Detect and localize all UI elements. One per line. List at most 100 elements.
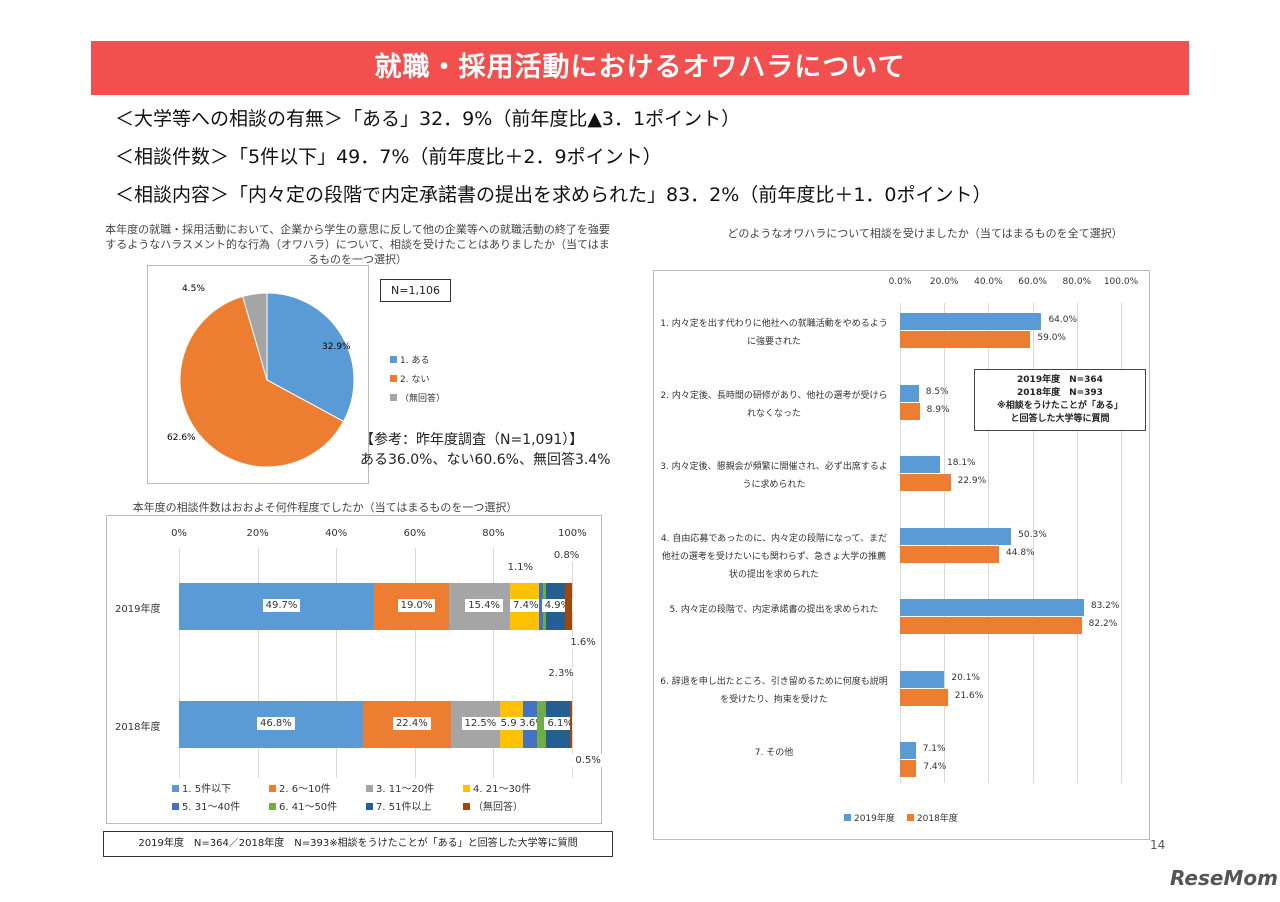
- legend-item: 7. 51件以上: [366, 799, 463, 817]
- legend-swatch: [269, 785, 276, 792]
- pie-chart: 32.9% 62.6% 4.5%: [167, 284, 355, 468]
- legend-label: （無回答）: [400, 394, 446, 404]
- gridline: [179, 548, 180, 778]
- category-label: 1. 内々定を出す代わりに他社への就職活動をやめるように強要された: [660, 319, 888, 347]
- legend-item: （無回答）: [463, 799, 560, 817]
- bar: [900, 599, 1084, 616]
- x-tick-label: 40.0%: [974, 277, 1003, 287]
- pie-data-label: 62.6%: [167, 433, 196, 443]
- gridline: [1121, 303, 1122, 783]
- sample-note-line: ※相談をうけたことが「ある」: [997, 401, 1123, 411]
- pie-legend: 1. ある 2. ない （無回答）: [390, 352, 445, 409]
- gridline: [336, 548, 338, 778]
- sample-note-line: 2019年度 N=364: [1017, 375, 1103, 385]
- bar: [900, 760, 917, 777]
- category-label: 2. 内々定後、長時間の研修があり、他社の選考が受けられなくなった: [660, 390, 888, 419]
- bar-data-label: 2.3%: [545, 667, 577, 680]
- pie-data-label: 4.5%: [182, 284, 205, 294]
- bar-data-label: 22.4%: [392, 717, 431, 730]
- bar-data-label: 19.0%: [397, 599, 436, 612]
- bar-data-label: 20.1%: [951, 672, 980, 683]
- legend-item: 3. 11～20件: [366, 781, 463, 799]
- sample-note-line: と回答した大学等に質問: [1010, 414, 1110, 424]
- legend-swatch: [172, 803, 179, 810]
- x-tick-label: 100%: [558, 528, 587, 539]
- bar-data-label: 0.8%: [550, 549, 583, 562]
- legend-label: 6. 41～50件: [279, 802, 338, 813]
- legend-label: 2. 6～10件: [279, 784, 331, 795]
- bar: [900, 456, 940, 473]
- bar: [900, 742, 916, 759]
- bar: [900, 474, 951, 491]
- legend-swatch: [366, 803, 373, 810]
- legend-label: （無回答）: [473, 802, 523, 813]
- hbar-question: どのようなオワハラについて相談を受けましたか（当てはまるものを全て選択）: [727, 227, 1123, 240]
- legend-swatch: [390, 394, 397, 401]
- legend-swatch: [269, 803, 276, 810]
- x-tick-label: 100.0%: [1103, 277, 1139, 287]
- bar-data-label: 18.1%: [947, 458, 976, 468]
- pie-legend-item: 1. ある: [390, 352, 445, 371]
- bar-data-label: 83.2%: [1090, 601, 1120, 611]
- legend-swatch: [390, 356, 397, 363]
- gridline: [1032, 303, 1034, 783]
- stacked-legend: 1. 5件以下 2. 6～10件 3. 11～20件 4. 21～30件 5. 31～4…: [172, 781, 592, 817]
- category-label: 2019年度: [115, 604, 161, 615]
- legend-swatch: [390, 375, 397, 382]
- legend-item: 2019年度: [844, 811, 895, 824]
- pie-n-label: N=1,106: [380, 279, 451, 302]
- resemom-logo: ReseMom: [1170, 866, 1278, 890]
- headline-count: ＜相談件数＞「5件以下」49．7%（前年度比＋2．9ポイント）: [115, 146, 662, 168]
- bar-data-label: 82.2%: [1088, 619, 1118, 629]
- x-tick-label: 60%: [403, 528, 426, 539]
- bar-segment: [537, 701, 547, 748]
- bar-data-label: 0.5%: [572, 754, 604, 767]
- legend-swatch: [463, 803, 470, 810]
- bar-data-label: 6.1%: [544, 717, 576, 730]
- legend-label: 1. 5件以下: [182, 784, 232, 795]
- stacked-bar-chart: 0% 20% 40% 60% 80% 100% 2019年度 49.7% 19.0% 15.4% 7…: [106, 515, 604, 824]
- bar: [900, 402, 920, 420]
- category-label: 2018年度: [115, 722, 161, 733]
- pie-slice: [179, 295, 345, 468]
- gridline: [572, 548, 573, 778]
- legend-item: 6. 41～50件: [269, 799, 366, 817]
- slide-title: 就職・採用活動におけるオワハラについて: [91, 41, 1189, 95]
- legend-label: 2018年度: [916, 814, 958, 824]
- stacked-footnote: 2019年度 N=364／2018年度 N=393※相談をうけたことが「ある」と…: [103, 831, 613, 857]
- legend-swatch: [844, 814, 851, 821]
- legend-swatch: [463, 785, 470, 792]
- bar-data-label: 44.8%: [1006, 547, 1035, 558]
- legend-swatch: [366, 785, 373, 792]
- bar-data-label: 8.5%: [925, 386, 949, 397]
- bar-data-label: 8.9%: [926, 404, 950, 415]
- x-tick-label: 20.0%: [929, 277, 959, 287]
- x-tick-label: 60.0%: [1018, 277, 1047, 287]
- pie-question: 本年度の就職・採用活動において、企業から学生の意思に反して他の企業等への就職活動…: [105, 223, 610, 266]
- bar-data-label: 46.8%: [256, 717, 295, 730]
- gridline: [257, 548, 259, 778]
- pie-slice: [242, 292, 268, 381]
- bar-data-label: 12.5%: [461, 717, 500, 730]
- legend-item: 2. 6～10件: [269, 781, 366, 799]
- legend-label: 5. 31～40件: [182, 802, 241, 813]
- headline-content: ＜相談内容＞「内々定の段階で内定承諾書の提出を求められた」83．2%（前年度比＋…: [115, 184, 992, 206]
- sample-note: 2019年度 N=364 2018年度 N=393 ※相談をうけたことが「ある」 と回…: [974, 369, 1146, 431]
- x-tick-label: 0%: [171, 528, 187, 539]
- bar-segment: [570, 701, 573, 748]
- bar-data-label: 7.1%: [922, 744, 946, 754]
- bar-data-label: 49.7%: [262, 599, 301, 612]
- legend-swatch: [172, 785, 179, 792]
- bar: [900, 313, 1042, 330]
- bar: [900, 670, 945, 688]
- bar: [900, 384, 919, 402]
- gridline: [1076, 303, 1078, 783]
- bar-segment: [565, 583, 572, 630]
- bar-data-label: 64.0%: [1048, 315, 1078, 325]
- x-tick-label: 80.0%: [1062, 277, 1092, 287]
- legend-label: 3. 11～20件: [376, 784, 435, 795]
- bar-data-label: 15.4%: [465, 599, 504, 612]
- gridline: [493, 548, 495, 778]
- bar: [900, 545, 999, 563]
- gridline: [414, 548, 416, 778]
